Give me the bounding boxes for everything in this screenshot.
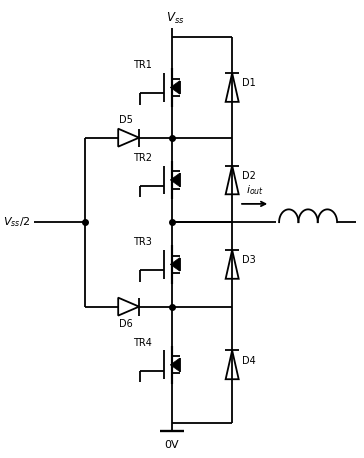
Text: D1: D1 xyxy=(242,78,256,88)
Polygon shape xyxy=(170,173,180,186)
Text: D2: D2 xyxy=(242,170,256,180)
Polygon shape xyxy=(170,81,180,94)
Text: $i_{out}$: $i_{out}$ xyxy=(246,183,264,197)
Text: D3: D3 xyxy=(242,255,256,265)
Text: TR1: TR1 xyxy=(133,60,152,70)
Text: D6: D6 xyxy=(119,319,132,329)
Text: TR4: TR4 xyxy=(133,338,152,348)
Text: $V_{ss}$: $V_{ss}$ xyxy=(166,11,185,26)
Text: $V_{ss}/2$: $V_{ss}/2$ xyxy=(3,215,30,229)
Polygon shape xyxy=(170,358,180,371)
Text: D4: D4 xyxy=(242,355,256,365)
Polygon shape xyxy=(170,258,180,271)
Text: TR2: TR2 xyxy=(133,153,152,163)
Text: TR3: TR3 xyxy=(133,237,152,247)
Text: 0V: 0V xyxy=(165,441,179,450)
Text: D5: D5 xyxy=(119,115,132,125)
